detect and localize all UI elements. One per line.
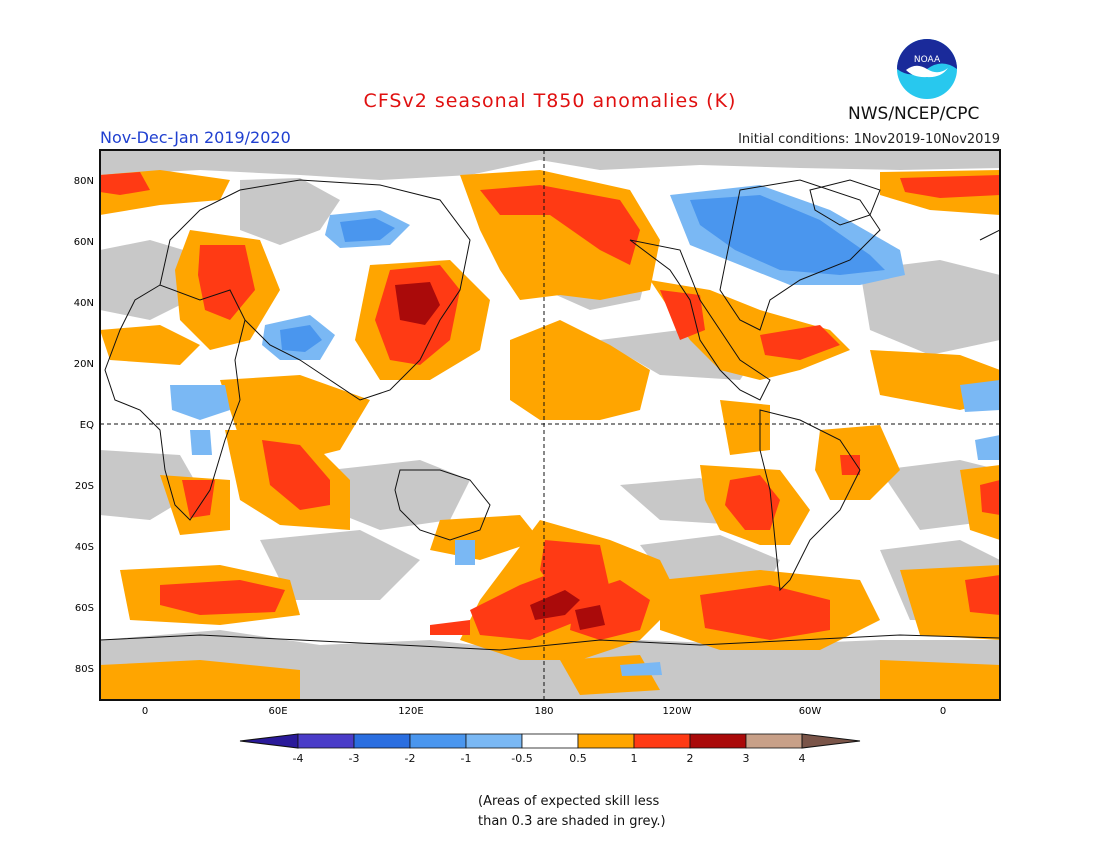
lon-label: 0 xyxy=(142,706,148,717)
colorbar-tick-label: -3 xyxy=(349,752,360,765)
noaa-logo-icon: NOAA xyxy=(897,39,957,99)
negative-anomaly-blue xyxy=(280,195,885,352)
lon-label: 0 xyxy=(940,706,946,717)
colorbar-cell xyxy=(689,733,747,749)
lat-label: 20N xyxy=(74,359,94,370)
colorbar-tick-label: 0.5 xyxy=(569,752,587,765)
positive-anomaly-2-3 xyxy=(395,282,605,630)
colorbar-tick-label: 4 xyxy=(799,752,806,765)
season-label: Nov-Dec-Jan 2019/2020 xyxy=(100,128,291,147)
colorbar-cell xyxy=(353,733,411,749)
colorbar-tick-label: -4 xyxy=(293,752,304,765)
colorbar-tick-label: -2 xyxy=(405,752,416,765)
longitude-labels: 0 60E 120E 180 120W 60W 0 xyxy=(142,706,946,717)
lat-label: 20S xyxy=(75,481,94,492)
logo-text: NOAA xyxy=(914,55,941,65)
colorbar-tick-label: -1 xyxy=(461,752,472,765)
lat-label: 80S xyxy=(75,664,94,675)
colorbar-cell xyxy=(465,733,523,749)
lon-label: 180 xyxy=(534,706,553,717)
colorbar-cell xyxy=(297,733,355,749)
colorbar-tick-label: 3 xyxy=(743,752,750,765)
colorbar-cell xyxy=(633,733,691,749)
lat-label: 40S xyxy=(75,542,94,553)
skill-note-line: than 0.3 are shaded in grey.) xyxy=(478,814,666,829)
chart-title: CFSv2 seasonal T850 anomalies (K) xyxy=(363,90,737,112)
lon-label: 120W xyxy=(663,706,692,717)
skill-note-line: (Areas of expected skill less xyxy=(478,794,660,809)
initial-conditions: Initial conditions: 1Nov2019-10Nov2019 xyxy=(738,132,1000,147)
lat-label: 60N xyxy=(74,237,94,248)
lon-label: 60E xyxy=(268,706,287,717)
colorbar-cell xyxy=(409,733,467,749)
colorbar-tick-label: 2 xyxy=(687,752,694,765)
lat-label: 60S xyxy=(75,603,94,614)
map-frame xyxy=(99,149,1001,701)
colorbar-arrow-left xyxy=(239,733,299,749)
latitude-labels: 80N 60N 40N 20N EQ 20S 40S 60S 80S xyxy=(74,176,94,675)
coastlines xyxy=(100,179,1000,651)
lat-label: 40N xyxy=(74,298,94,309)
colorbar-arrow-right xyxy=(801,733,861,749)
colorbar-tick-label: 1 xyxy=(631,752,638,765)
colorbar-tick-label: -0.5 xyxy=(511,752,532,765)
skill-note: (Areas of expected skill less than 0.3 a… xyxy=(478,792,666,832)
lat-label: 80N xyxy=(74,176,94,187)
lat-label: EQ xyxy=(80,420,94,431)
colorbar-cell xyxy=(521,733,579,749)
colorbar-cell xyxy=(577,733,635,749)
colorbar-legend: -4 -3 -2 -1 -0.5 0.5 1 2 3 4 xyxy=(239,733,861,765)
agency-label: NWS/NCEP/CPC xyxy=(848,104,980,124)
colorbar-cell xyxy=(745,733,803,749)
lon-label: 120E xyxy=(398,706,423,717)
lon-label: 60W xyxy=(799,706,822,717)
